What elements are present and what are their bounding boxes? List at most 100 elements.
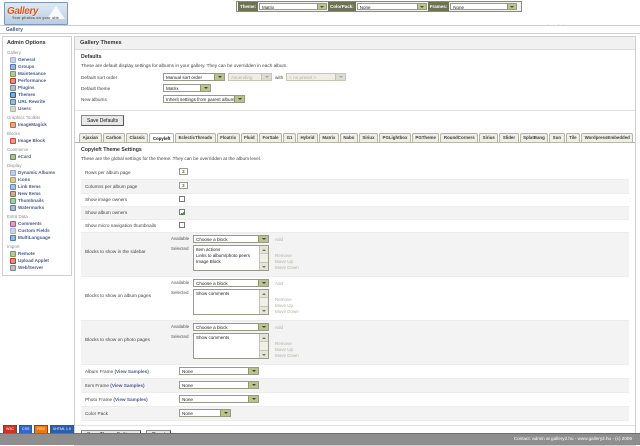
sidebar-move-up-link[interactable]: Move Up bbox=[275, 259, 294, 264]
sidebar-item-custom-fields[interactable]: Custom Fields bbox=[6, 227, 68, 234]
breadcrumb-item-gallery[interactable]: Gallery bbox=[6, 27, 23, 33]
sidebar-remove-block-link[interactable]: Remove bbox=[275, 253, 292, 258]
sidebar-available-block-select[interactable]: Choose a block bbox=[193, 235, 269, 243]
tab-roundcorners[interactable]: RoundCorners bbox=[440, 132, 479, 142]
tab-fluid[interactable]: Fluid bbox=[240, 132, 259, 142]
album-add-block-link[interactable]: Add bbox=[275, 281, 284, 286]
sidebar-item-comments[interactable]: Comments bbox=[6, 220, 68, 227]
sidebar-item-remote[interactable]: Remote bbox=[6, 250, 68, 257]
sidebar-item-dynamic-albums[interactable]: Dynamic Albums bbox=[6, 169, 68, 176]
theme-preview-toolbar[interactable]: Theme: Matrix ColorPack: None Frames: No… bbox=[236, 1, 522, 12]
tab-floatrix[interactable]: Floatrix bbox=[216, 132, 240, 142]
tab-siriux[interactable]: Siriux bbox=[358, 132, 379, 142]
scroll-up-icon[interactable] bbox=[260, 246, 268, 254]
scrollbar[interactable] bbox=[259, 290, 268, 314]
list-item[interactable]: Show comments bbox=[196, 291, 230, 296]
item-frame-view-samples-link[interactable]: (View Samples) bbox=[110, 382, 145, 388]
photo-remove-block-link[interactable]: Remove bbox=[275, 341, 292, 346]
sidebar-item-link-items[interactable]: Link Items bbox=[6, 183, 68, 190]
tab-tile[interactable]: Tile bbox=[565, 132, 581, 142]
scrollbar[interactable] bbox=[259, 246, 268, 270]
sidebar-item-thumbnails[interactable]: Thumbnails bbox=[6, 197, 68, 204]
sidebar-item-imagemagick[interactable]: ImageMagick bbox=[6, 121, 68, 128]
album-remove-block-link[interactable]: Remove bbox=[275, 297, 292, 302]
tab-g1[interactable]: G1 bbox=[283, 132, 296, 142]
sidebar-item-web-server[interactable]: Web/Server bbox=[6, 264, 68, 271]
sidebar-item-multilanguage[interactable]: MultiLanguage bbox=[6, 234, 68, 241]
sidebar-item-themes[interactable]: Themes bbox=[6, 91, 68, 98]
photo-available-block-select[interactable]: Choose a block bbox=[193, 323, 269, 331]
scroll-up-icon[interactable] bbox=[260, 290, 268, 298]
sidebar-item-performance[interactable]: Performance bbox=[6, 77, 68, 84]
photo-add-block-link[interactable]: Add bbox=[275, 325, 284, 330]
photo-selected-blocks-list[interactable]: Show comments bbox=[193, 333, 269, 359]
default-sort-order-select[interactable]: Manual sort order bbox=[163, 73, 225, 81]
rows-per-page-input[interactable]: 3 bbox=[179, 168, 188, 175]
sidebar-item-ecard[interactable]: eCard bbox=[6, 153, 68, 160]
tab-carbon[interactable]: Carbon bbox=[102, 132, 125, 142]
color-pack-select[interactable]: None bbox=[179, 409, 231, 417]
album-move-down-link[interactable]: Move Down bbox=[275, 309, 299, 314]
sidebar-move-down-link[interactable]: Move Down bbox=[275, 265, 299, 270]
album-available-block-select[interactable]: Choose a block bbox=[193, 279, 269, 287]
tab-pgtheme[interactable]: PGTheme bbox=[411, 132, 440, 142]
cols-per-page-input[interactable]: 3 bbox=[179, 182, 188, 189]
sidebar-add-block-link[interactable]: Add bbox=[275, 237, 284, 242]
list-item[interactable]: Links to album/photo peers bbox=[196, 253, 251, 258]
photo-move-down-link[interactable]: Move Down bbox=[275, 353, 299, 358]
sidebar-item-url-rewrite[interactable]: URL Rewrite bbox=[6, 98, 68, 105]
sidebar-item-general[interactable]: General bbox=[6, 56, 68, 63]
sidebar-item-plugins[interactable]: Plugins bbox=[6, 84, 68, 91]
sidebar-item-image-block[interactable]: Image Block bbox=[6, 137, 68, 144]
scroll-down-icon[interactable] bbox=[260, 262, 268, 270]
sidebar-item-groups[interactable]: Groups bbox=[6, 63, 68, 70]
tab-ajaxian[interactable]: Ajaxian bbox=[79, 132, 102, 142]
album-frame-view-samples-link[interactable]: (View Samples) bbox=[114, 368, 149, 374]
sidebar-item-upload-applet[interactable]: Upload Applet bbox=[6, 257, 68, 264]
sort-direction-select[interactable]: Ascending bbox=[228, 73, 272, 81]
tab-wordpressembedded[interactable]: WordpressEmbedded bbox=[581, 132, 634, 142]
album-frame-select[interactable]: None bbox=[179, 367, 259, 375]
sidebar-item-watermarks[interactable]: Watermarks bbox=[6, 204, 68, 211]
colorpack-select[interactable]: None bbox=[356, 3, 427, 10]
sort-preset-select[interactable]: < no preset > bbox=[286, 73, 347, 81]
scroll-down-icon[interactable] bbox=[260, 306, 268, 314]
album-move-up-link[interactable]: Move Up bbox=[275, 303, 294, 308]
scroll-down-icon[interactable] bbox=[260, 350, 268, 358]
tab-eclecticthreads[interactable]: EclecticThreads bbox=[174, 132, 216, 142]
tab-splatbang[interactable]: SplatBang bbox=[519, 132, 549, 142]
sidebar-item-icons[interactable]: Icons bbox=[6, 176, 68, 183]
list-item[interactable]: Show comments bbox=[196, 335, 230, 340]
album-selected-blocks-list[interactable]: Show comments bbox=[193, 289, 269, 315]
show-micro-nav-checkbox[interactable] bbox=[179, 222, 185, 228]
sidebar-selected-blocks-list[interactable]: Item actions Links to album/photo peers … bbox=[193, 245, 269, 271]
tab-classic[interactable]: Classic bbox=[126, 132, 149, 142]
photo-frame-select[interactable]: None bbox=[179, 395, 259, 403]
item-frame-select[interactable]: None bbox=[179, 381, 259, 389]
tab-pglightbox[interactable]: PGLightbox bbox=[379, 132, 411, 142]
tab-copyleft[interactable]: Copyleft bbox=[149, 133, 174, 142]
tab-sirius[interactable]: Sirius bbox=[479, 132, 499, 142]
sidebar-item-new-items[interactable]: New Items bbox=[6, 190, 68, 197]
tab-slider[interactable]: Slider bbox=[499, 132, 519, 142]
photo-frame-view-samples-link[interactable]: (View Samples) bbox=[113, 396, 148, 402]
show-image-owners-checkbox[interactable] bbox=[179, 196, 185, 202]
gallery-logo[interactable]: Gallery Your photos on your site bbox=[4, 2, 68, 25]
photo-move-up-link[interactable]: Move Up bbox=[275, 347, 294, 352]
tab-hybrid[interactable]: Hybrid bbox=[296, 132, 318, 142]
scrollbar[interactable] bbox=[259, 334, 268, 358]
sidebar-item-maintenance[interactable]: Maintenance bbox=[6, 70, 68, 77]
frames-select[interactable]: None bbox=[450, 3, 518, 10]
scroll-up-icon[interactable] bbox=[260, 334, 268, 342]
default-theme-select[interactable]: Matrix bbox=[163, 84, 211, 92]
list-item[interactable]: Item actions bbox=[196, 247, 221, 252]
tab-forsale[interactable]: ForSale bbox=[259, 132, 283, 142]
save-defaults-button[interactable]: Save Defaults bbox=[81, 115, 125, 126]
tab-sun[interactable]: Sun bbox=[549, 132, 565, 142]
show-album-owners-checkbox[interactable] bbox=[179, 209, 185, 215]
tab-nabo[interactable]: Nabo bbox=[339, 132, 358, 142]
new-albums-select[interactable]: Inherit settings from parent album bbox=[163, 95, 245, 103]
theme-select[interactable]: Matrix bbox=[259, 3, 328, 10]
list-item[interactable]: Image Block bbox=[196, 259, 221, 264]
tab-matrix[interactable]: Matrix bbox=[318, 132, 339, 142]
